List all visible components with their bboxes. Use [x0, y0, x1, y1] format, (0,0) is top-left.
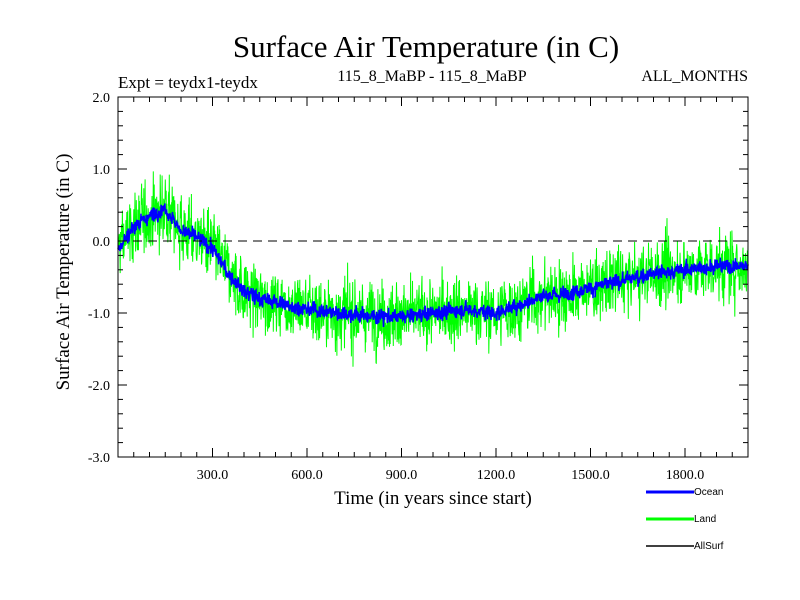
- x-axis-label: Time (in years since start): [334, 488, 532, 509]
- legend-label-allsurf: AllSurf: [694, 541, 724, 552]
- y-tick-label: 1.0: [93, 163, 111, 178]
- comparison-label: 115_8_MaBP - 115_8_MaBP: [337, 68, 526, 85]
- x-tick-label: 1200.0: [477, 468, 516, 483]
- series-ocean: [117, 203, 749, 328]
- series-land: [117, 171, 749, 367]
- x-tick-label: 600.0: [291, 468, 323, 483]
- legend: Ocean Land AllSurf: [646, 487, 724, 552]
- experiment-label: Expt = teydx1-teydx: [118, 73, 258, 92]
- axis-ticks: 300.0 600.0 900.0 1200.0 1500.0 1800.0 2.0 1.0 0…: [88, 91, 748, 483]
- x-tick-label: 1500.0: [571, 468, 610, 483]
- y-tick-label: 2.0: [93, 91, 111, 106]
- x-tick-label: 900.0: [386, 468, 418, 483]
- y-tick-label: 0.0: [93, 235, 111, 250]
- x-tick-label: 1800.0: [666, 468, 705, 483]
- plot-data: [117, 171, 749, 367]
- chart-title: Surface Air Temperature (in C): [233, 29, 619, 64]
- legend-label-land: Land: [694, 514, 716, 525]
- y-tick-label: -2.0: [88, 379, 110, 394]
- legend-label-ocean: Ocean: [694, 487, 723, 498]
- y-axis-label: Surface Air Temperature (in C): [53, 154, 74, 391]
- x-tick-label: 300.0: [197, 468, 229, 483]
- y-tick-label: -1.0: [88, 307, 110, 322]
- months-label: ALL_MONTHS: [641, 68, 748, 85]
- y-tick-label: -3.0: [88, 451, 110, 466]
